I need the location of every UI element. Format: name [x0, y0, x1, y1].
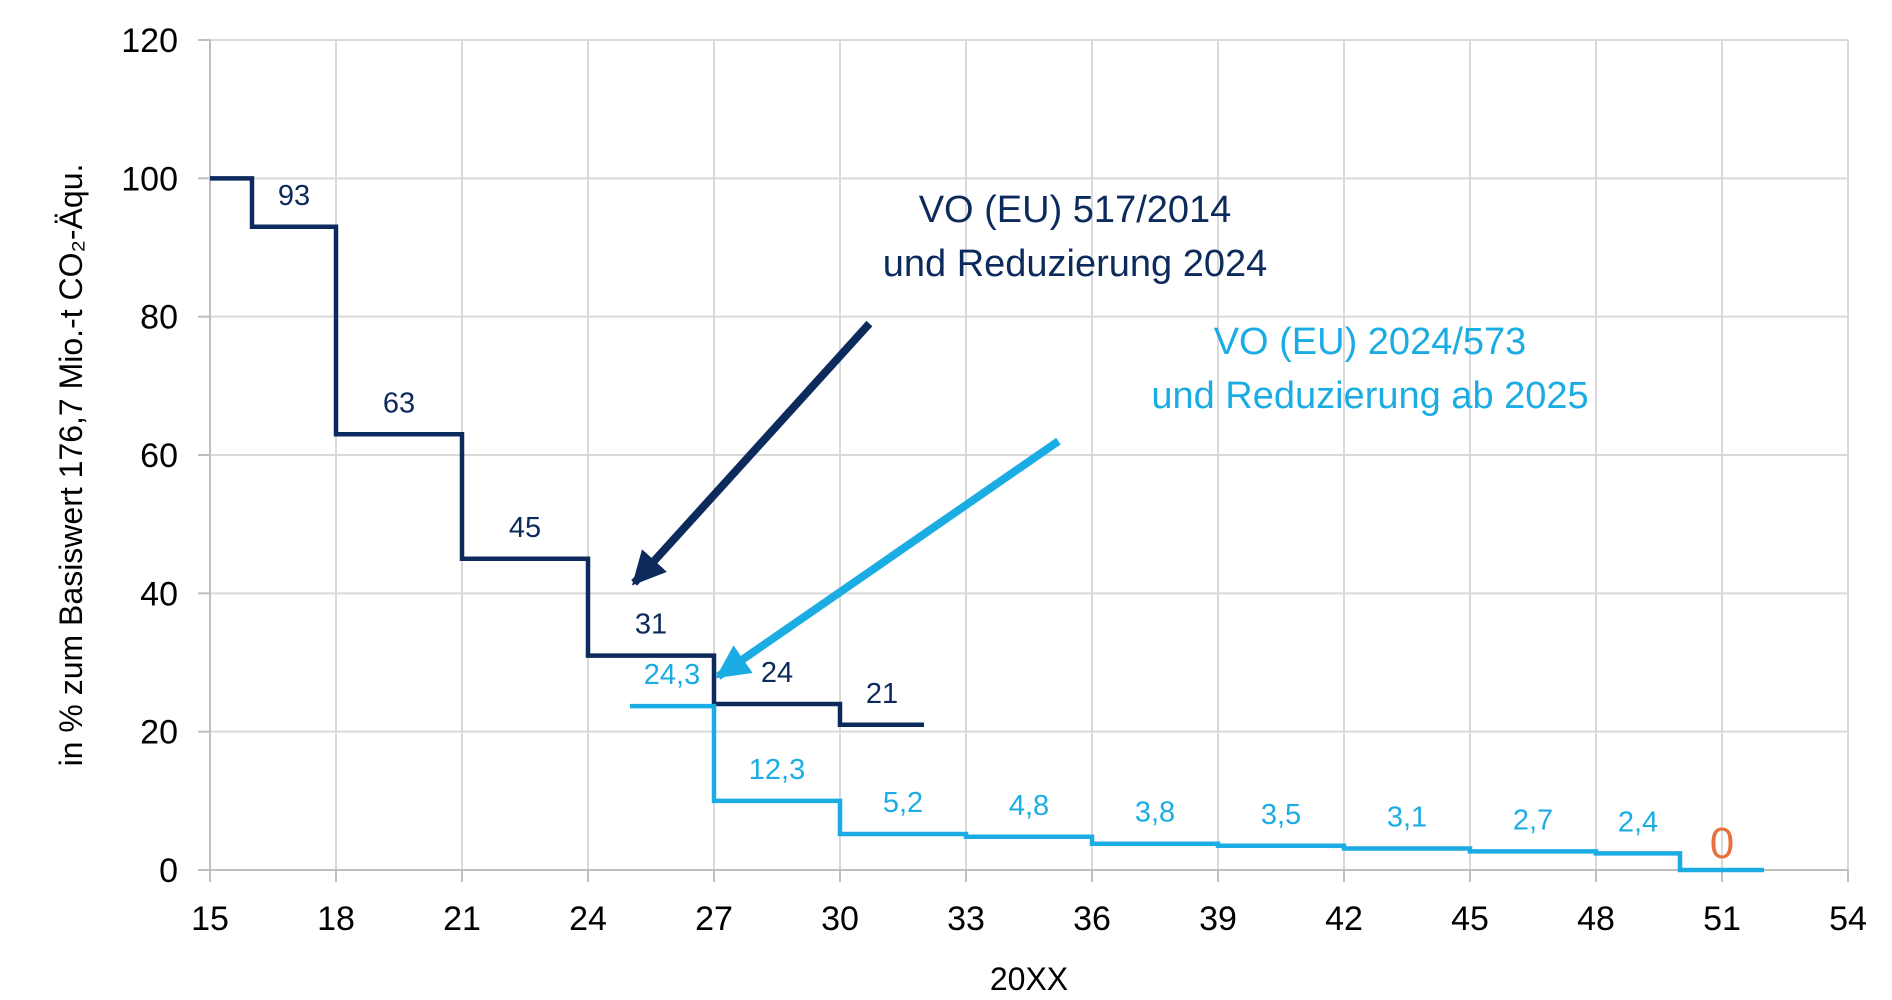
- annotation-0-arrow: [631, 320, 873, 586]
- data-labels: 93 63 45 31 24 21 24,3 12,3 5,2 4,8 3,8 3,5 3,1 2,7 2,…: [278, 180, 1734, 868]
- y-tick-label: 0: [159, 852, 178, 890]
- x-tick-label: 30: [821, 900, 859, 938]
- annotations: VO (EU) 517/2014 und Reduzierung 2024 VO (…: [631, 189, 1589, 680]
- annotation-1-text: und Reduzierung ab 2025: [1151, 375, 1588, 417]
- x-tick-label: 33: [947, 900, 985, 938]
- x-tick-label: 21: [443, 900, 481, 938]
- series-0-data-label: 31: [635, 609, 667, 641]
- x-tick-label: 54: [1829, 900, 1867, 938]
- y-tick-label: 80: [140, 299, 178, 337]
- y-tick-label: 20: [140, 714, 178, 752]
- series-0-data-label: 21: [866, 678, 898, 710]
- series-1-data-label: 3,8: [1135, 797, 1175, 829]
- x-tick-label: 51: [1703, 900, 1741, 938]
- y-tick-label: 120: [121, 22, 178, 60]
- series-0-data-label: 24: [761, 657, 793, 689]
- x-tick-label: 18: [317, 900, 355, 938]
- y-tick-label: 60: [140, 437, 178, 475]
- series-0-data-label: 93: [278, 180, 310, 212]
- x-tick-label: 39: [1199, 900, 1237, 938]
- x-axis-title: 20XX: [990, 961, 1068, 997]
- series-1-data-label: 4,8: [1009, 790, 1049, 822]
- series-1-data-label: 2,4: [1618, 806, 1658, 838]
- x-tick-label: 48: [1577, 900, 1615, 938]
- series-1-data-label: 0: [1710, 819, 1734, 868]
- annotation-0-text: VO (EU) 517/2014: [919, 189, 1232, 231]
- y-axis-title: in % zum Basiswert 176,7 Mio.-t CO₂-Äqu.: [53, 164, 89, 767]
- annotation-1-arrow: [715, 437, 1061, 680]
- x-tick-label: 36: [1073, 900, 1111, 938]
- series-1-data-label: 12,3: [749, 754, 805, 786]
- series-1-data-label: 24,3: [644, 659, 700, 691]
- axes: 15 18 21 24 27 30 33 36 39 42 45 48 51 54 0 20 40 60 80 100…: [121, 22, 1867, 938]
- annotation-0-text: und Reduzierung 2024: [883, 243, 1268, 285]
- series-1-data-label: 5,2: [883, 787, 923, 819]
- series-1-data-label: 3,1: [1387, 802, 1427, 834]
- y-tick-label: 40: [140, 575, 178, 613]
- series-0-data-label: 63: [383, 387, 415, 419]
- x-tick-label: 24: [569, 900, 607, 938]
- series-0-data-label: 45: [509, 512, 541, 544]
- x-tick-label: 42: [1325, 900, 1363, 938]
- x-tick-label: 27: [695, 900, 733, 938]
- series-1-data-label: 3,5: [1261, 799, 1301, 831]
- x-tick-label: 45: [1451, 900, 1489, 938]
- y-tick-label: 100: [121, 160, 178, 198]
- series-1-step-line: [630, 703, 1764, 873]
- annotation-1-text: VO (EU) 2024/573: [1214, 321, 1527, 363]
- grid: [210, 39, 1849, 870]
- x-tick-label: 15: [191, 900, 229, 938]
- series-layer: [210, 176, 1764, 873]
- series-1-data-label: 2,7: [1513, 804, 1553, 836]
- series-0-step-line: [210, 176, 924, 727]
